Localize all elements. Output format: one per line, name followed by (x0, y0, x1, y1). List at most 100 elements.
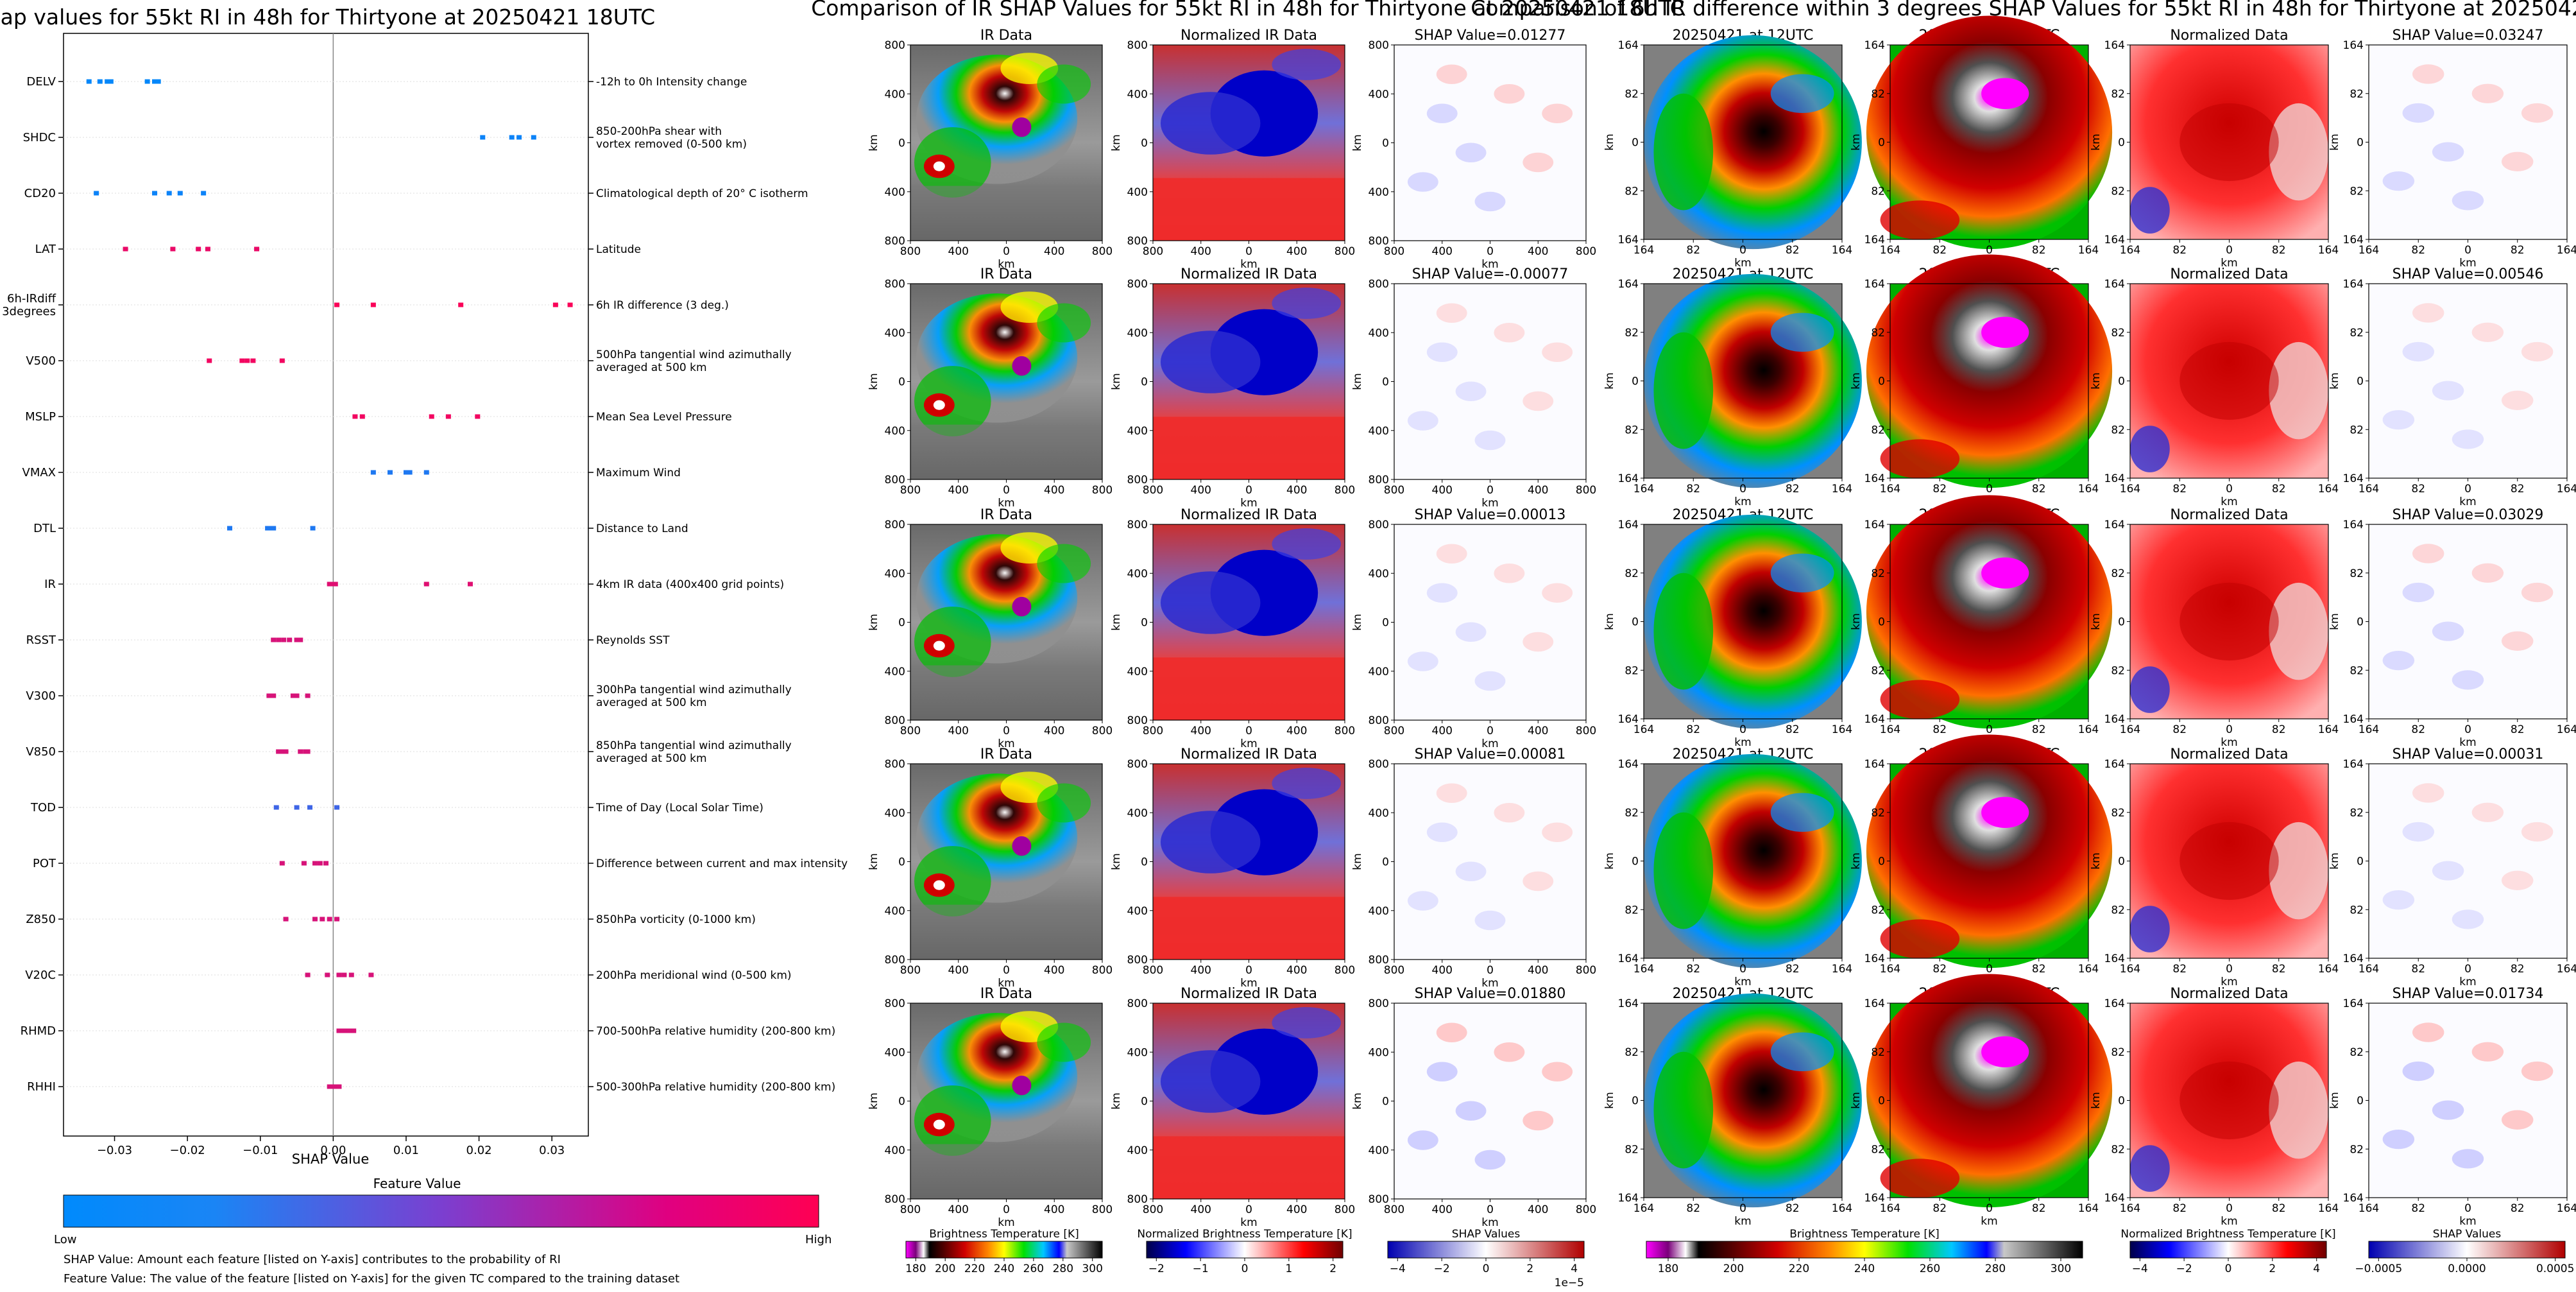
x-axis-label: km (2221, 495, 2237, 508)
colorbar-tick-label: 0 (2225, 1262, 2232, 1275)
shap-point (305, 972, 311, 978)
panel-title: SHAP Value=0.03247 (2393, 28, 2544, 44)
x-tick-label: 800 (900, 1203, 921, 1216)
x-tick-label: 800 (1143, 484, 1163, 497)
y-tick-label: 400 (1127, 905, 1148, 918)
colorbar-tick-label: 300 (1082, 1262, 1102, 1275)
y-tick-label: 400 (1127, 327, 1148, 340)
y-tick-label: 82 (1871, 1143, 1885, 1156)
x-axis-label: km (1734, 495, 1751, 508)
shap-point (567, 302, 573, 307)
x-tick-label: 400 (1432, 725, 1453, 737)
shap-point (266, 693, 272, 698)
feature-description: 850hPa tangential wind azimuthally averag… (596, 739, 792, 765)
x-axis-label: km (2459, 976, 2476, 988)
shap-point (516, 135, 522, 140)
ir-block-title: Comparison of IR SHAP Values for 55kt RI… (811, 0, 1685, 21)
x-tick-label: 0 (1739, 483, 1746, 495)
y-tick-label: 400 (1127, 88, 1148, 101)
y-tick-label: 800 (885, 714, 905, 727)
y-tick-label: 82 (2111, 1046, 2125, 1059)
y-tick-label: 82 (1625, 1143, 1639, 1156)
colorbar-tick-label: −4 (2132, 1262, 2148, 1275)
x-tick-label: 164 (2318, 723, 2339, 736)
note-feature-value: Feature Value: The value of the feature … (64, 1272, 679, 1286)
x-tick-label: 164 (2078, 1202, 2099, 1215)
y-axis-label: km (2090, 372, 2103, 389)
x-tick-label: 800 (900, 725, 921, 737)
x-tick-label: 0 (1003, 484, 1010, 497)
x-tick-label: 800 (1576, 1203, 1596, 1216)
x-tick-label: 400 (1044, 484, 1064, 497)
y-tick-label: 164 (2343, 472, 2364, 485)
y-tick-label: 0 (2118, 616, 2125, 629)
x-tick-label: 82 (2172, 1202, 2187, 1215)
shap-point (265, 526, 271, 531)
x-tick-label: 82 (1932, 963, 1947, 976)
x-tick-label: 800 (1576, 964, 1596, 977)
x-axis-label: km (1734, 1215, 1751, 1228)
panel-title: Normalized IR Data (1181, 28, 1317, 44)
shap-point (351, 1028, 357, 1033)
y-axis-label: km (1850, 613, 1863, 630)
shap-map (2369, 284, 2567, 478)
x-axis-label: km (1240, 258, 1257, 271)
x-tick-label: 82 (2272, 723, 2286, 736)
y-tick-label: 82 (1625, 1046, 1639, 1059)
y-tick-label: 400 (1369, 1046, 1389, 1059)
shap-point (281, 637, 287, 642)
y-tick-label: 400 (1127, 1144, 1148, 1157)
shap-chart-title: Shap values for 55kt RI in 48h for Thirt… (0, 4, 655, 30)
shap-point (552, 302, 558, 307)
y-tick-label: 82 (2350, 904, 2364, 917)
y-tick-label: 800 (1127, 714, 1148, 727)
feature-label: RHMD (21, 1024, 56, 1038)
shap-point (305, 693, 311, 698)
y-tick-label: 800 (1127, 278, 1148, 291)
y-tick-label: 800 (1127, 1193, 1148, 1206)
colorbar-tick-label: 200 (935, 1262, 955, 1275)
x-tick-label: 0 (2464, 244, 2471, 257)
y-tick-label: 800 (1369, 1193, 1389, 1206)
y-axis-label: km (2090, 1092, 2103, 1108)
plot-frame (63, 33, 589, 1137)
x-tick-label: 400 (1044, 245, 1064, 258)
y-tick-label: 82 (2350, 185, 2364, 198)
y-tick-label: 164 (2343, 39, 2364, 52)
y-tick-label: 800 (1369, 235, 1389, 248)
x-axis-label: km (1734, 257, 1751, 270)
y-tick-label: 800 (885, 39, 905, 52)
y-tick-label: 82 (1625, 88, 1639, 101)
x-tick-label: 800 (1576, 725, 1596, 737)
x-axis-label: km (1481, 1216, 1498, 1229)
shap-point (227, 526, 233, 531)
y-axis-label: km (1850, 852, 1863, 869)
x-tick-label: 400 (1191, 964, 1211, 977)
colorbar-tick-label: 180 (1658, 1262, 1678, 1275)
colorbar-label: Normalized Brightness Temperature [K] (1137, 1228, 1352, 1241)
shap-point (467, 581, 473, 587)
shap-point (403, 470, 409, 475)
x-tick-label: 82 (2272, 483, 2286, 495)
x-tick-label: 800 (900, 245, 921, 258)
panel-title: Normalized IR Data (1181, 507, 1317, 523)
x-tick-label: 400 (1528, 484, 1548, 497)
x-tick-label: 164 (2078, 963, 2099, 976)
shap-point (239, 358, 245, 363)
panel-title: SHAP Value=0.01734 (2393, 986, 2544, 1002)
x-tick-label: 400 (948, 964, 969, 977)
colorbar-tick-label: 280 (1053, 1262, 1073, 1275)
y-tick-label: 800 (1369, 714, 1389, 727)
shap-point (329, 1084, 335, 1089)
feature-label: SHDC (23, 131, 56, 144)
colorbar-tick-label: −2 (1148, 1262, 1164, 1275)
x-tick-label: 164 (2078, 244, 2099, 257)
y-axis-label: km (867, 614, 880, 630)
shap-point (207, 358, 212, 363)
shap-point (273, 805, 279, 810)
shap-point (170, 246, 176, 252)
y-tick-label: 164 (1618, 278, 1639, 291)
panel-title: Normalized Data (2170, 507, 2288, 523)
shap-point (312, 861, 318, 866)
y-tick-label: 800 (1369, 519, 1389, 531)
